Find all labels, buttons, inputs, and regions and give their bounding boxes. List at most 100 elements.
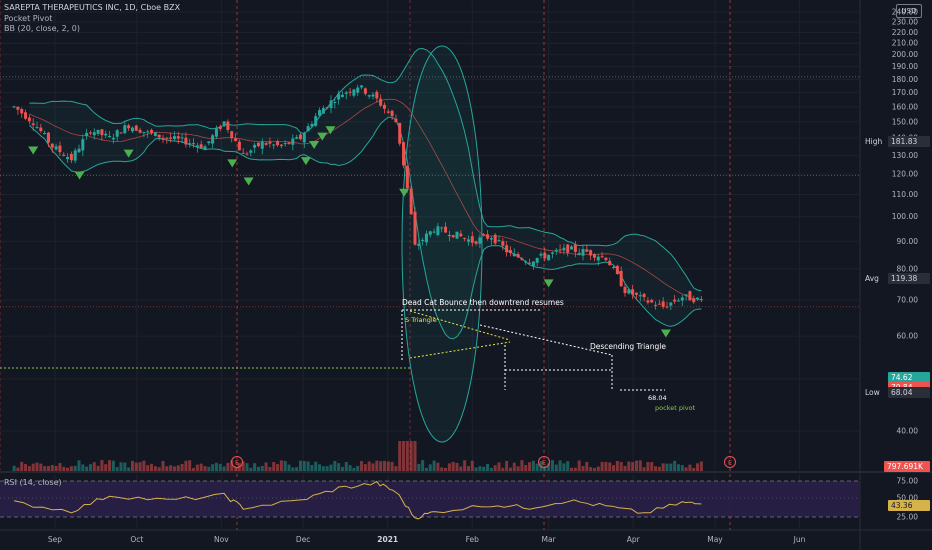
volume-bar	[592, 467, 596, 471]
candle-body	[528, 262, 532, 264]
y-tick-label: 200.00	[892, 50, 918, 59]
volume-bar	[428, 464, 432, 471]
volume-bar	[550, 460, 554, 471]
volume-bar	[333, 460, 337, 471]
volume-bar	[501, 467, 505, 471]
volume-bar	[96, 465, 100, 471]
volume-bar	[318, 464, 322, 471]
volume-bar	[600, 461, 604, 471]
candle-body	[96, 129, 100, 134]
y-tick-label: 240.00	[892, 8, 918, 17]
candle-body	[440, 227, 444, 229]
candle-body	[428, 231, 432, 235]
candle-body	[73, 150, 77, 161]
candle-body	[676, 300, 680, 302]
candle-body	[661, 301, 665, 307]
volume-label: 797.691K	[884, 461, 930, 472]
volume-bar	[20, 461, 24, 471]
volume-bar	[424, 467, 428, 471]
candle-body	[279, 144, 283, 147]
candle-body	[390, 110, 394, 116]
highlight-ellipse	[401, 45, 483, 443]
volume-bar	[180, 463, 184, 471]
volume-bar	[218, 463, 222, 471]
volume-bar	[413, 441, 417, 471]
volume-bar	[543, 465, 547, 471]
candle-body	[382, 104, 386, 109]
candle-body	[237, 141, 241, 151]
volume-bar	[394, 466, 398, 471]
candle-body	[88, 132, 92, 134]
volume-bar	[512, 462, 516, 471]
candle-body	[478, 237, 482, 244]
candle-body	[386, 111, 390, 113]
volume-bar	[329, 464, 333, 471]
candle-body	[85, 132, 89, 137]
volume-bar	[157, 467, 161, 471]
pocket-pivot-marker	[543, 279, 554, 288]
candle-body	[696, 297, 700, 299]
descending-upper-line	[479, 324, 613, 356]
candle-body	[138, 129, 142, 133]
volume-bar	[153, 466, 157, 471]
pocket-pivot-marker	[300, 157, 311, 166]
candle-body	[214, 128, 218, 137]
candle-body	[562, 247, 566, 251]
candle-body	[211, 135, 215, 144]
volume-bar	[642, 467, 646, 471]
volume-bar	[654, 466, 658, 471]
candle-body	[77, 148, 81, 153]
volume-bar	[58, 463, 62, 471]
y-tick-label: 180.00	[892, 75, 918, 84]
volume-bar	[264, 462, 268, 471]
candle-body	[547, 254, 551, 261]
volume-bar	[459, 466, 463, 471]
volume-bar	[360, 461, 364, 471]
volume-bar	[585, 461, 589, 471]
volume-bar	[417, 463, 421, 471]
time-axis[interactable]: Sep Oct Nov Dec 2021 Feb Mar Apr May Jun	[48, 535, 806, 544]
indicator-pocket-pivot[interactable]: Pocket Pivot	[4, 14, 53, 23]
earnings-marker-1[interactable]: E	[231, 456, 243, 468]
candle-body	[157, 134, 161, 138]
earnings-marker-2[interactable]: E	[538, 456, 550, 468]
candle-body	[188, 143, 192, 145]
candle-body	[333, 102, 337, 104]
volume-bar	[463, 460, 467, 471]
candle-body	[531, 261, 535, 267]
candle-body	[230, 131, 234, 139]
volume-bar	[470, 460, 474, 471]
candle-body	[192, 143, 196, 145]
candle-body	[371, 94, 375, 97]
volume-bar	[688, 464, 692, 471]
pocket-pivot-marker	[309, 141, 320, 150]
currency-button[interactable]: USD	[896, 4, 922, 18]
candle-body	[165, 137, 169, 139]
rsi-value-label: 43.36	[888, 500, 930, 511]
volume-bar	[310, 464, 314, 471]
candle-body	[27, 117, 31, 122]
volume-bar	[371, 463, 375, 471]
volume-bar	[570, 467, 574, 471]
candle-body	[276, 141, 280, 146]
volume-bar	[367, 461, 371, 471]
candle-body	[104, 133, 108, 136]
volume-bar	[493, 465, 497, 471]
volume-bar	[634, 460, 638, 471]
volume-bar	[520, 460, 524, 471]
volume-bar	[77, 460, 81, 471]
candle-body	[66, 157, 70, 160]
earnings-marker-3[interactable]: E	[724, 456, 736, 468]
volume-bar	[680, 465, 684, 471]
volume-bar	[497, 462, 501, 471]
candle-body	[623, 286, 627, 294]
volume-bar	[547, 463, 551, 471]
y-tick-label: 70.00	[897, 296, 919, 305]
candle-body	[245, 153, 249, 155]
volume-bar	[478, 466, 482, 471]
triangle-upper-line	[409, 310, 511, 341]
volume-bar	[214, 462, 218, 471]
indicator-bollinger[interactable]: BB (20, close, 2, 0)	[4, 24, 80, 33]
